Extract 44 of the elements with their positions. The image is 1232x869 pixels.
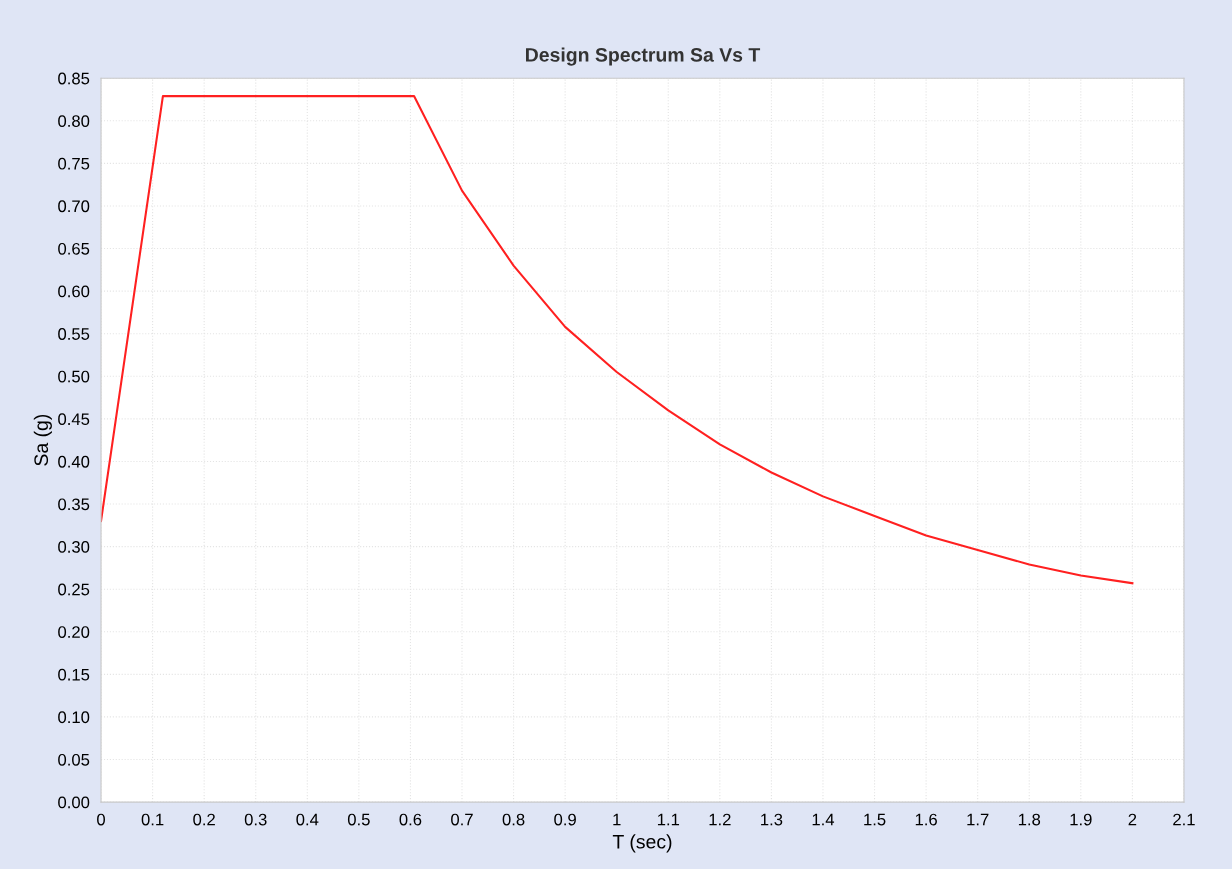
- x-tick-label: 1.7: [967, 813, 989, 826]
- x-tick-label: 0: [97, 813, 106, 826]
- x-tick-label: 1.4: [812, 813, 835, 826]
- y-tick-label: 0.20: [58, 626, 90, 638]
- x-tick-label: 1: [613, 813, 621, 826]
- line-series: [101, 95, 1134, 585]
- x-tick-label: 0.5: [347, 813, 370, 826]
- x-axis-title: T (sec): [612, 834, 672, 853]
- y-tick-label: 0.85: [58, 72, 90, 85]
- x-tick-label: 1.2: [709, 813, 731, 826]
- x-tick-label: 1.9: [1070, 813, 1092, 826]
- chart-title: Design Spectrum Sa Vs T: [526, 47, 761, 66]
- y-tick-label: 0.05: [58, 753, 90, 766]
- y-tick-label: 0.10: [58, 711, 90, 724]
- y-tick-label: 0.60: [58, 285, 90, 298]
- x-tick-label: 0.7: [451, 813, 473, 826]
- x-tick-label: 0.3: [244, 813, 267, 826]
- x-tick-label: 0.4: [296, 813, 319, 826]
- x-tick-label: 0.1: [141, 813, 164, 826]
- x-tick-label: 1.1: [657, 813, 680, 826]
- x-tick-label: 0.8: [502, 813, 525, 826]
- x-tick-label: 2.1: [1173, 813, 1195, 826]
- y-tick-label: 0.75: [58, 157, 90, 170]
- y-tick-label: 0.15: [58, 668, 90, 681]
- y-tick-label: 0.40: [58, 455, 90, 468]
- y-axis-title: Sa (g): [33, 414, 52, 466]
- x-tick-label: 0.2: [193, 813, 215, 826]
- y-tick-label: 0.50: [58, 370, 90, 383]
- y-tick-label: 0.55: [58, 328, 90, 340]
- y-tick-label: 0.80: [58, 115, 90, 127]
- y-tick-label: 0.45: [58, 413, 90, 426]
- y-tick-label: 0.25: [58, 583, 90, 596]
- x-tick-label: 1.3: [761, 813, 783, 826]
- x-tick-label: 0.6: [399, 813, 422, 826]
- x-tick-label: 2: [1128, 813, 1137, 826]
- y-tick-label: 0.70: [58, 200, 90, 213]
- y-tick-label: 0.30: [58, 541, 90, 553]
- y-tick-label: 0.35: [58, 498, 90, 511]
- x-tick-label: 1.8: [1018, 813, 1041, 826]
- x-tick-label: 0.9: [554, 813, 576, 826]
- y-tick-label: 0.00: [58, 796, 90, 809]
- x-tick-label: 1.5: [864, 813, 886, 826]
- x-tick-label: 1.6: [915, 813, 937, 826]
- y-tick-label: 0.65: [58, 242, 90, 255]
